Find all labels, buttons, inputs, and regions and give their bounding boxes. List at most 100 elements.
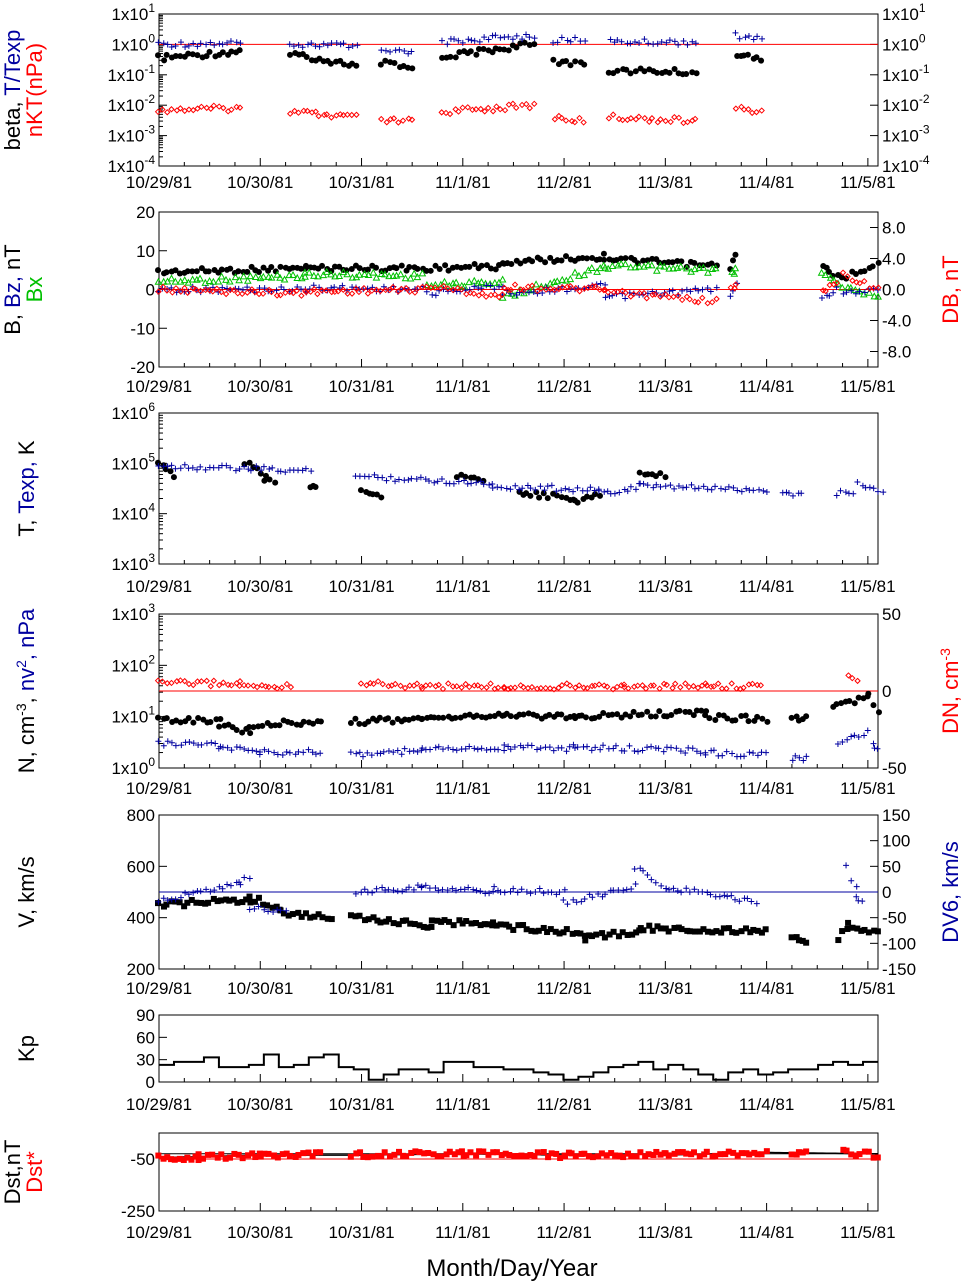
data-point: [865, 690, 872, 697]
data-point: [572, 1153, 579, 1160]
data-point: [556, 889, 563, 896]
data-point: [505, 47, 512, 54]
data-point: [318, 287, 325, 294]
right-y-tick-label: -150: [882, 960, 916, 979]
series-nv2: [155, 727, 881, 764]
data-point: [267, 273, 276, 281]
data-point: [695, 263, 704, 271]
data-point: [231, 1150, 238, 1157]
data-point: [317, 750, 324, 757]
data-point: [205, 899, 212, 906]
data-point: [730, 1149, 737, 1156]
data-point: [852, 1152, 859, 1159]
data-point: [161, 57, 168, 64]
data-point: [713, 295, 720, 303]
data-point: [696, 928, 703, 935]
data-point: [674, 887, 681, 894]
data-point: [195, 1157, 202, 1164]
data-point: [489, 108, 497, 115]
data-point: [493, 1149, 500, 1156]
x-tick-label: 11/2/81: [536, 577, 591, 596]
data-point: [640, 289, 648, 297]
data-point: [216, 40, 223, 47]
x-tick-label: 10/29/81: [126, 1223, 192, 1242]
data-point: [601, 934, 608, 941]
data-point: [435, 743, 442, 750]
data-point: [695, 287, 702, 294]
data-point: [576, 288, 583, 295]
panel-kp: 10/29/81 10/30/81 10/31/81 11/1/81 11/2/81 11…: [14, 1006, 896, 1114]
plot-frame: [158, 1014, 879, 1083]
data-point: [336, 263, 343, 270]
data-point: [513, 32, 520, 39]
data-point: [405, 50, 412, 57]
data-point: [443, 1151, 450, 1158]
data-point: [276, 273, 284, 281]
data-point: [206, 287, 213, 294]
data-point: [610, 745, 617, 752]
data-point: [184, 1154, 191, 1161]
x-tick-label: 10/31/81: [328, 779, 394, 798]
data-point: [710, 683, 718, 690]
data-point: [290, 289, 297, 297]
data-point: [686, 295, 693, 303]
data-point: [567, 283, 574, 290]
data-point: [547, 926, 554, 933]
data-point: [675, 1149, 682, 1156]
data-point: [477, 478, 484, 485]
data-point: [378, 1153, 385, 1160]
data-point: [671, 1150, 678, 1157]
data-point: [490, 888, 497, 895]
y-tick-label: 400: [127, 909, 155, 928]
data-point: [609, 711, 616, 718]
data-point: [600, 742, 607, 749]
data-point: [222, 290, 230, 298]
data-point: [442, 109, 450, 117]
data-point: [300, 749, 307, 756]
data-point: [559, 284, 566, 291]
data-point: [799, 1149, 806, 1156]
data-point: [789, 757, 796, 764]
data-point: [763, 489, 770, 496]
data-point: [546, 288, 553, 295]
data-point: [523, 888, 530, 895]
data-point: [223, 462, 230, 469]
data-point: [283, 1150, 290, 1157]
data-point: [203, 104, 210, 112]
data-point: [168, 106, 175, 113]
data-point: [373, 286, 380, 294]
data-point: [337, 41, 344, 48]
data-point: [570, 896, 577, 903]
x-tick-label: 11/5/81: [840, 173, 895, 192]
data-point: [531, 41, 538, 48]
data-point: [544, 495, 551, 502]
data-point: [177, 894, 184, 901]
data-point: [429, 291, 436, 298]
data-point: [467, 1149, 474, 1156]
data-point: [477, 278, 486, 286]
data-point: [498, 1152, 505, 1159]
data-point: [578, 898, 585, 905]
data-point: [258, 682, 266, 689]
data-point: [708, 486, 715, 493]
data-point: [446, 110, 454, 118]
data-point: [378, 494, 385, 501]
data-point: [623, 66, 630, 73]
data-point: [435, 887, 442, 894]
data-point: [874, 292, 882, 300]
series-V: [155, 893, 881, 946]
data-point: [540, 1149, 547, 1156]
data-point: [462, 680, 469, 688]
data-point: [274, 1154, 281, 1161]
x-tick-label: 11/2/81: [536, 1223, 591, 1242]
x-tick-label: 10/29/81: [126, 377, 192, 396]
data-point: [763, 1148, 770, 1155]
data-point: [671, 113, 678, 121]
data-point: [652, 473, 659, 480]
data-point: [563, 57, 570, 64]
data-point: [416, 922, 423, 929]
data-point: [654, 40, 661, 47]
data-point: [238, 290, 246, 298]
data-point: [644, 744, 651, 751]
data-point: [340, 40, 347, 47]
